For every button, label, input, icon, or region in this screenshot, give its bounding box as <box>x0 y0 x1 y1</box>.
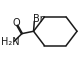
Text: Br: Br <box>33 14 44 24</box>
Text: O: O <box>13 18 20 28</box>
Text: H₂N: H₂N <box>1 37 19 47</box>
